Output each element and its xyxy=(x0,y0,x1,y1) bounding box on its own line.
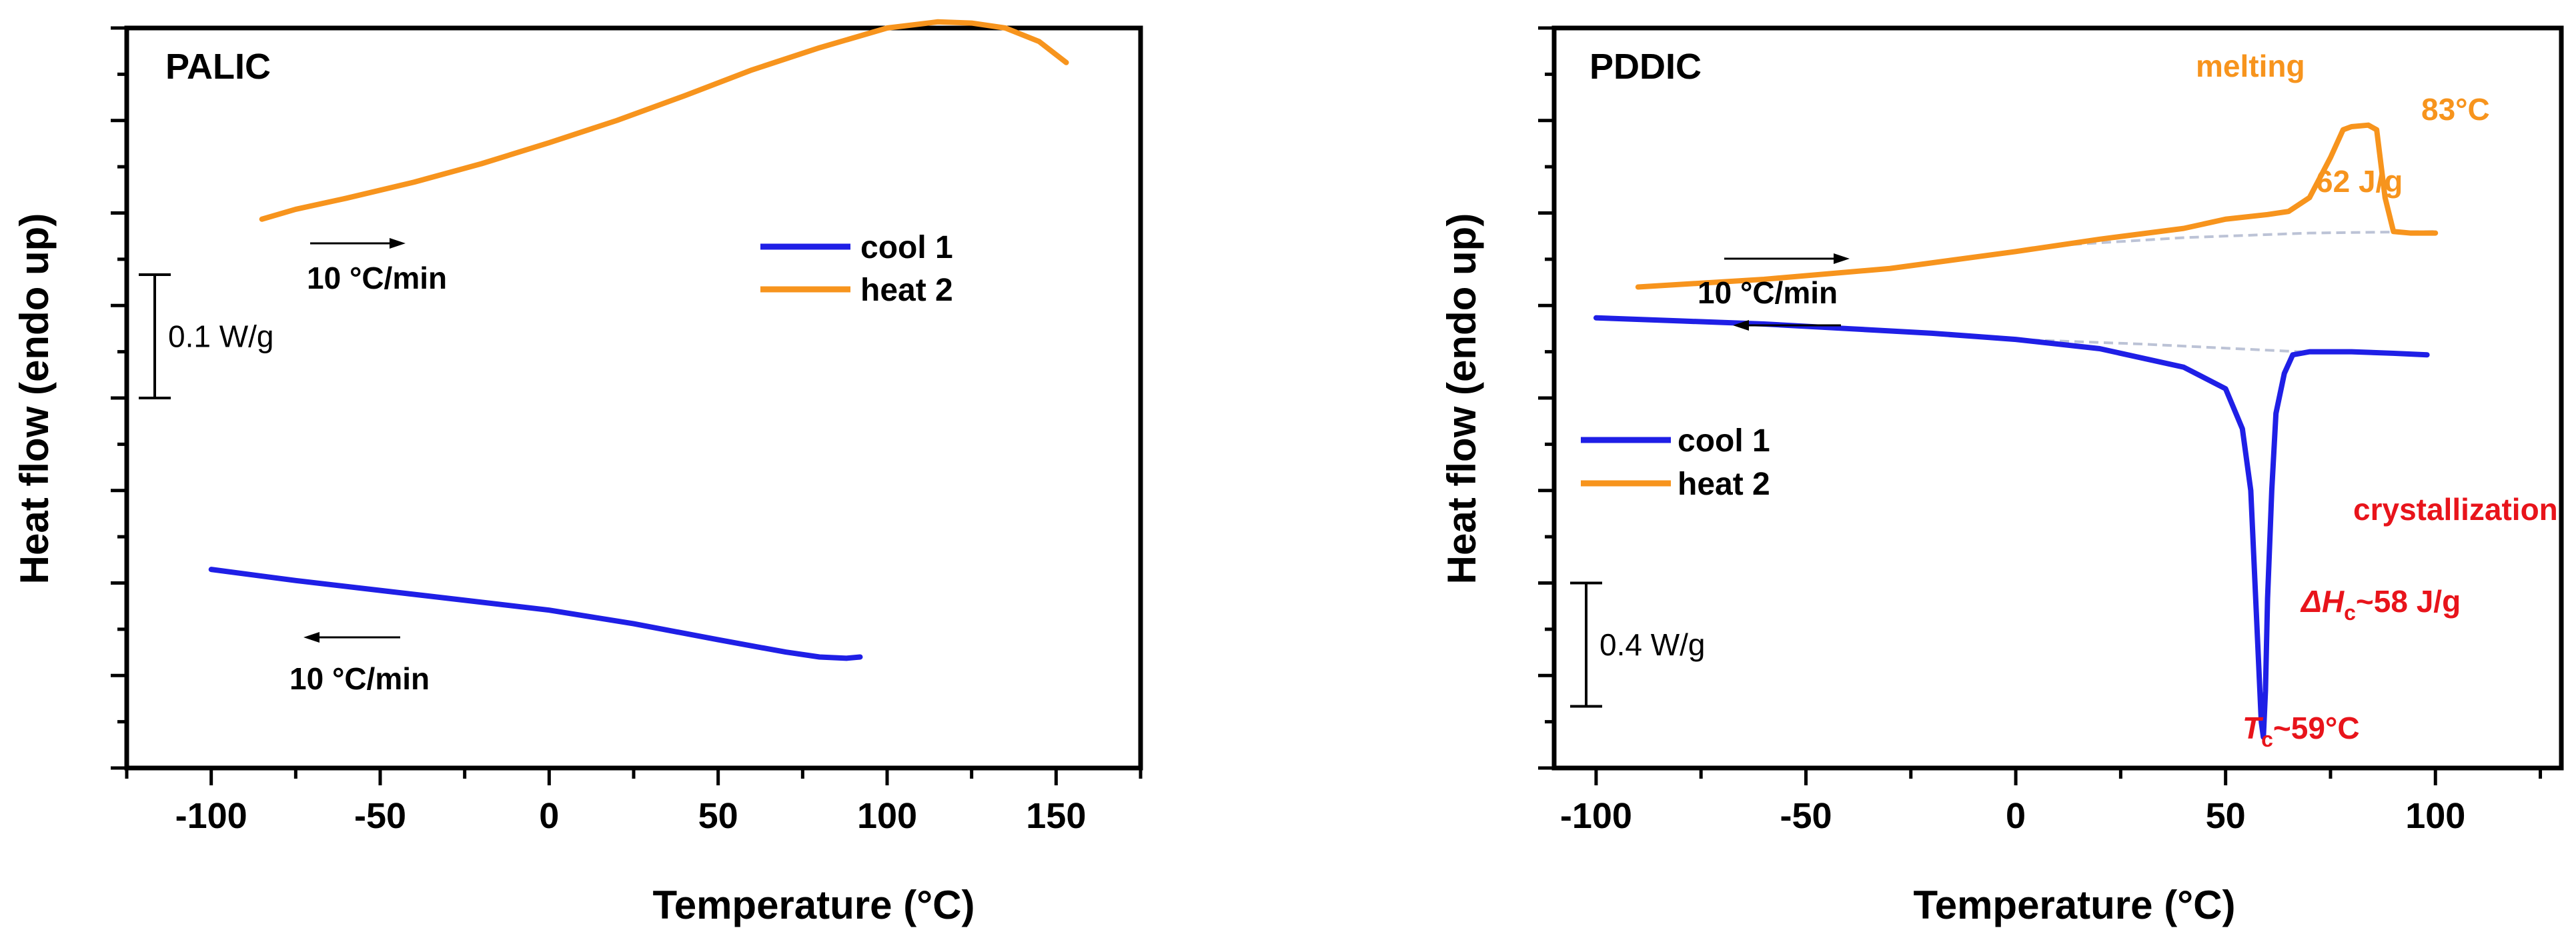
x-tick-label: 100 xyxy=(857,796,917,836)
arrowhead-right-icon xyxy=(1834,253,1850,264)
subscript: c xyxy=(2344,601,2356,625)
series-line-cool-1 xyxy=(208,567,863,661)
legend: cool 1 heat 2 xyxy=(1581,423,1770,502)
y-axis-label: Heat flow (endo up) xyxy=(12,213,57,585)
x-tick-label: -100 xyxy=(175,796,247,836)
rate-label: 10 °C/min xyxy=(1698,275,1838,310)
rate-label: 10 °C/min xyxy=(289,661,430,696)
x-axis-label: Temperature (°C) xyxy=(1914,883,2236,927)
scale-bar-label: 0.4 W/g xyxy=(1599,627,1706,662)
y-axis-label: Heat flow (endo up) xyxy=(1439,213,1484,585)
x-tick-label: 0 xyxy=(2006,796,2026,836)
series-line-heat-2 xyxy=(1635,122,2439,290)
y-axis-ticks xyxy=(111,26,127,770)
annotation-crystallization-temp: Tc~59°C xyxy=(2242,711,2360,751)
arrowhead-left-icon xyxy=(1733,320,1749,331)
rate-label: 10 °C/min xyxy=(307,261,447,295)
annotation-melting-peak: 83°C xyxy=(2421,92,2490,127)
symbol: ΔH xyxy=(2300,584,2345,619)
annotation-crystallization: crystallization xyxy=(2353,492,2558,527)
arrowhead-left-icon xyxy=(303,632,319,643)
x-tick-labels: -100 -50 0 50 100 xyxy=(1560,796,2465,836)
legend-label-cool-1: cool 1 xyxy=(860,230,953,265)
series-layer xyxy=(1593,122,2439,740)
series-layer xyxy=(208,19,1069,661)
series-line-cool-1 xyxy=(1593,315,2430,740)
x-tick-label: 100 xyxy=(2405,796,2465,836)
x-tick-label: 50 xyxy=(698,796,738,836)
legend-label-heat-2: heat 2 xyxy=(860,273,953,308)
x-axis-label: Temperature (°C) xyxy=(653,883,975,927)
legend-label-heat-2: heat 2 xyxy=(1678,467,1770,502)
panel-label: PDDIC xyxy=(1589,47,1702,87)
value: ~59°C xyxy=(2273,711,2360,745)
x-tick-label: 150 xyxy=(1026,796,1086,836)
symbol: T xyxy=(2242,711,2264,745)
x-axis-ticks xyxy=(125,768,1143,785)
x-tick-label: -50 xyxy=(354,796,406,836)
x-tick-label: -100 xyxy=(1560,796,1632,836)
baseline-cool-1 xyxy=(2016,338,2302,353)
subscript: c xyxy=(2261,727,2273,751)
rate-annotation-heating: 10 °C/min xyxy=(1698,253,1850,310)
annotation-crystallization-enthalpy: ΔHc~58 J/g xyxy=(2300,584,2461,625)
annotation-melting: melting xyxy=(2196,49,2305,83)
panel-pddic: -100 -50 0 50 100 PDDIC Temperature (°C) Hea… xyxy=(1439,25,2564,927)
rate-annotation-cooling xyxy=(1733,320,1841,331)
rate-annotation-cooling: 10 °C/min xyxy=(289,632,430,696)
scale-bar-label: 0.1 W/g xyxy=(168,319,274,354)
scale-bar: 0.4 W/g xyxy=(1570,581,1706,708)
x-tick-label: 50 xyxy=(2206,796,2246,836)
panel-palic: -100 -50 0 50 100 150 PALIC Temperature (°C) … xyxy=(12,19,1143,927)
series-line-heat-2 xyxy=(259,19,1069,222)
x-tick-label: 0 xyxy=(539,796,559,836)
baseline-layer xyxy=(2016,230,2436,353)
legend-label-cool-1: cool 1 xyxy=(1678,423,1770,459)
panel-label: PALIC xyxy=(165,47,271,87)
value: ~58 J/g xyxy=(2356,584,2461,619)
x-tick-labels: -100 -50 0 50 100 150 xyxy=(175,796,1087,836)
y-axis-ticks xyxy=(1538,26,1554,770)
legend: cool 1 heat 2 xyxy=(760,230,953,308)
annotation-melting-enthalpy: 62 J/g xyxy=(2316,164,2403,199)
arrowhead-right-icon xyxy=(390,238,406,249)
rate-annotation-heating: 10 °C/min xyxy=(307,238,447,295)
baseline-heat-2 xyxy=(2057,230,2436,247)
x-axis-ticks xyxy=(1594,768,2543,785)
x-tick-label: -50 xyxy=(1780,796,1832,836)
scale-bar: 0.1 W/g xyxy=(139,273,274,399)
plot-frame xyxy=(124,25,1143,771)
